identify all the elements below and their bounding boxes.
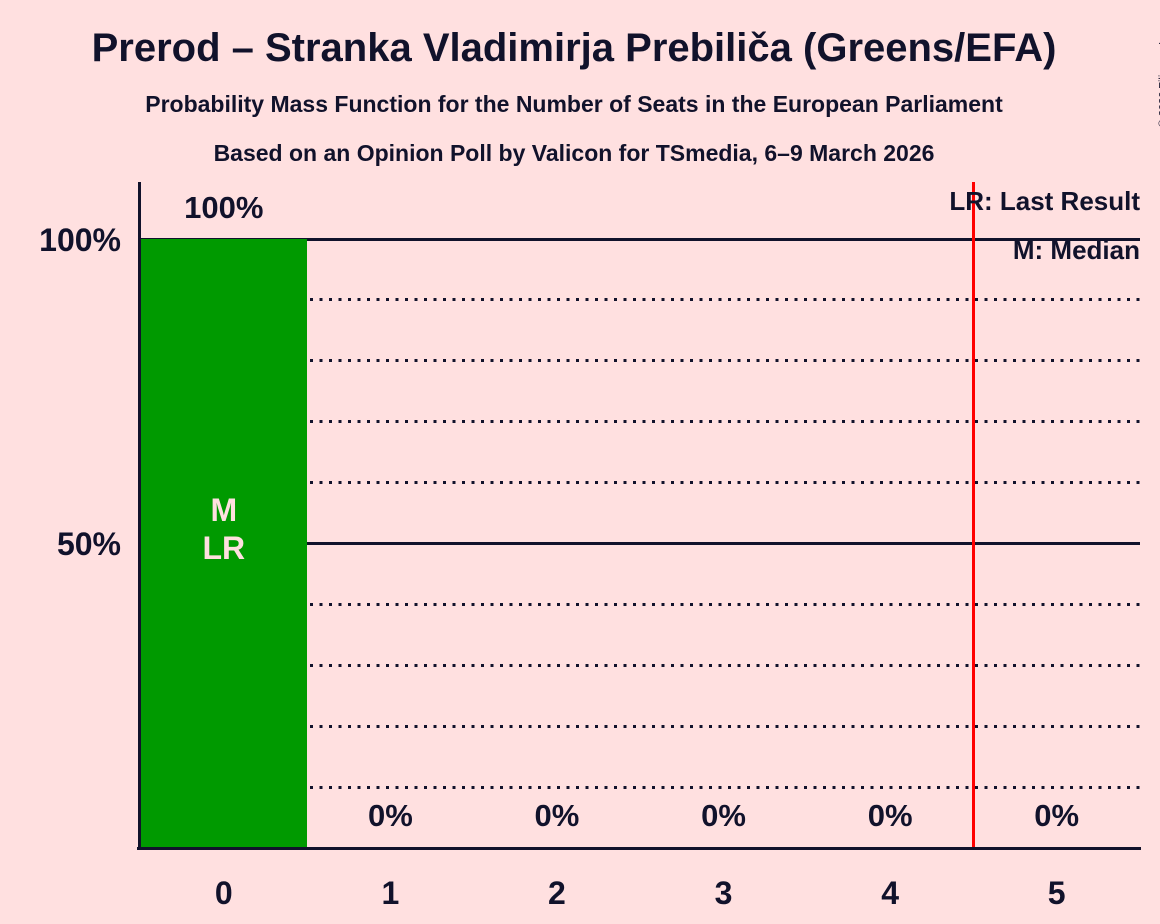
gridline-10pct [139,785,1140,789]
gridline-80pct [139,359,1140,363]
x-tick-label-3: 3 [714,875,733,911]
y-axis-line [137,182,141,848]
gridline-40pct [139,602,1140,606]
legend-median: M: Median [1012,235,1140,265]
bar-value-label-4: 0% [867,798,913,833]
gridline-100pct [139,237,1140,241]
bar-value-label-3: 0% [701,798,746,833]
bar-series [140,239,1141,848]
y-axis-tick-50: 50% [56,526,121,562]
gridline-70pct [139,420,1140,424]
gridline-30pct [139,663,1140,667]
gridline-20pct [139,724,1140,728]
chart-source-note: Based on an Opinion Poll by Valicon for … [213,140,935,166]
bar-seat-0 [140,239,308,848]
gridline-50pct [139,542,1140,545]
x-tick-label-1: 1 [381,875,400,911]
gridline-60pct [139,481,1140,485]
last-result-marker-line [971,182,975,848]
gridline-90pct [139,298,1140,302]
bar-value-label-0: 100% [184,190,264,225]
legend-last-result: LR: Last Result [949,186,1140,216]
bar-value-label-1: 0% [367,798,413,833]
x-tick-label-5: 5 [1047,875,1066,911]
median-last-result-annotation: M LR [141,491,308,567]
x-tick-label-0: 0 [214,875,233,911]
chart-title: Prerod – Stranka Vladimirja Prebiliča (G… [91,26,1057,70]
x-tick-label-4: 4 [881,875,900,911]
median-marker-label: M [210,492,238,528]
gridlines [139,237,1140,848]
x-axis-line [137,846,1141,850]
last-result-marker-label: LR [202,530,246,566]
y-axis-tick-100: 100% [39,222,121,258]
bar-value-label-5: 0% [1034,798,1080,833]
chart-subtitle: Probability Mass Function for the Number… [145,91,1003,117]
bar-value-label-2: 0% [534,798,580,833]
x-tick-label-2: 2 [548,875,566,911]
